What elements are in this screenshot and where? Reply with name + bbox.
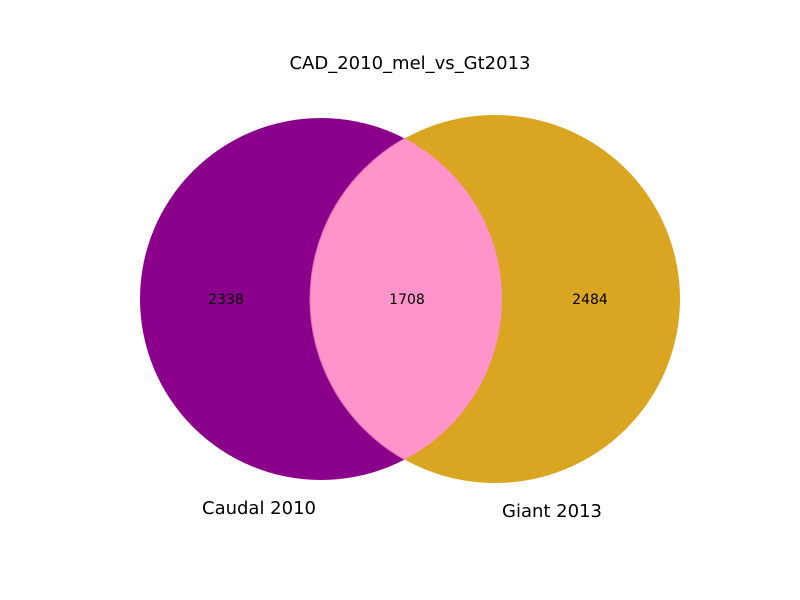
diagram-title: CAD_2010_mel_vs_Gt2013	[289, 53, 530, 74]
intersection-region	[309, 118, 502, 480]
caudal-only-count: 2338	[208, 292, 244, 308]
intersection-count: 1708	[389, 292, 425, 308]
set-label-caudal-2010: Caudal 2010	[202, 498, 316, 519]
giant-only-count: 2484	[572, 292, 608, 308]
set-label-giant-2013: Giant 2013	[502, 501, 602, 522]
